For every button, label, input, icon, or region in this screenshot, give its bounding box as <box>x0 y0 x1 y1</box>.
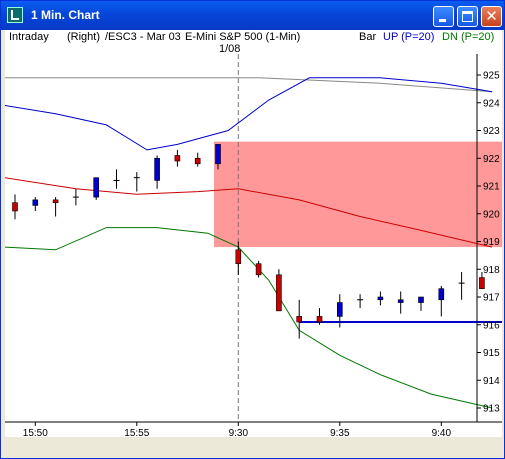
maximize-icon <box>462 11 473 22</box>
bar-body <box>52 199 59 203</box>
price-bar[interactable] <box>418 296 424 311</box>
price-bar[interactable] <box>52 197 59 217</box>
price-tick-label: 916 <box>483 320 500 331</box>
price-bar[interactable] <box>12 194 18 220</box>
price-bar[interactable] <box>458 272 465 300</box>
close-icon: ✕ <box>485 7 498 25</box>
price-tick-label: 918 <box>483 265 500 276</box>
price-bar[interactable] <box>215 144 221 170</box>
bar-body <box>255 263 262 276</box>
price-bar[interactable] <box>154 155 160 189</box>
bar-body <box>438 288 445 301</box>
price-bar[interactable] <box>438 285 445 317</box>
price-bar[interactable] <box>72 188 79 206</box>
bar-body <box>377 296 384 301</box>
price-bar[interactable] <box>336 294 343 328</box>
time-tick-label: 9:40 <box>432 428 452 439</box>
price-plot[interactable]: 925 924 923 922 921 920 919 918 917 916 915 914 913 1… <box>5 30 502 456</box>
bar-body <box>154 157 160 181</box>
price-bar[interactable] <box>255 260 262 278</box>
up-band-label: UP (P=20) <box>383 31 435 43</box>
price-tick-label: 923 <box>483 126 500 137</box>
price-tick-label: 924 <box>483 98 500 109</box>
price-tick-label: 920 <box>483 209 500 220</box>
price-zone <box>213 141 502 248</box>
session-date-label: 1/08 <box>219 43 241 55</box>
price-bar[interactable] <box>276 269 282 312</box>
price-bar[interactable] <box>235 241 242 275</box>
bar-body <box>32 199 39 206</box>
price-tick-label: 919 <box>483 237 500 248</box>
price-bar[interactable] <box>377 291 384 306</box>
bar-body <box>215 144 221 165</box>
price-bar[interactable] <box>397 291 404 314</box>
time-tick-label: 15:50 <box>23 428 48 439</box>
bar-body <box>336 302 343 317</box>
price-bar[interactable] <box>133 172 140 192</box>
status-bar <box>5 437 502 456</box>
price-bar[interactable] <box>93 177 99 200</box>
price-bar[interactable] <box>479 272 485 289</box>
close-button[interactable]: ✕ <box>481 6 502 27</box>
bar-body <box>397 299 404 303</box>
maximize-button[interactable] <box>457 6 478 27</box>
bar-body <box>418 296 424 303</box>
instrument-description: E-Mini S&P 500 (1-Min) <box>185 31 301 43</box>
price-bar[interactable] <box>357 294 364 309</box>
price-bar[interactable] <box>316 308 323 325</box>
window-title: 1 Min. Chart <box>31 8 100 22</box>
bar-body <box>316 316 323 323</box>
price-bar[interactable] <box>113 169 120 189</box>
price-tick-label: 917 <box>483 293 500 304</box>
chart-mode-label: Intraday <box>9 31 49 43</box>
symbol-label: /ESC3 - Mar 03 <box>105 31 181 43</box>
price-tick-label: 922 <box>483 154 500 165</box>
dn-band-label: DN (P=20) <box>442 31 495 43</box>
gray-average-line <box>5 77 493 93</box>
time-tick-label: 9:35 <box>330 428 350 439</box>
lower-band-line <box>5 227 493 409</box>
price-tick-label: 913 <box>483 404 500 415</box>
chart-style-label: Bar <box>359 31 377 43</box>
bar-body <box>174 155 181 162</box>
bar-body <box>194 157 201 165</box>
time-tick-label: 9:30 <box>229 428 249 439</box>
bar-body <box>12 202 18 212</box>
bar-body <box>296 316 303 323</box>
title-bar[interactable]: 1 Min. Chart ✕ <box>1 1 504 30</box>
price-tick-label: 921 <box>483 182 500 193</box>
axis-side-label: (Right) <box>67 31 101 43</box>
chart-area[interactable]: Intraday (Right) /ESC3 - Mar 03 E-Mini S… <box>5 30 502 456</box>
price-tick-label: 925 <box>483 71 500 82</box>
upper-band-line <box>5 77 493 151</box>
bar-body <box>93 177 99 198</box>
bar-body <box>276 274 282 312</box>
minimize-icon <box>439 19 446 22</box>
price-bar[interactable] <box>194 152 201 167</box>
price-bar[interactable] <box>296 299 303 339</box>
bar-body <box>479 277 485 289</box>
time-tick-label: 15:55 <box>124 428 149 439</box>
chart-app-icon[interactable] <box>7 7 23 23</box>
price-tick-label: 915 <box>483 348 500 359</box>
minimize-button[interactable] <box>433 6 454 27</box>
price-bar[interactable] <box>32 197 39 211</box>
bar-body <box>235 249 242 264</box>
price-bar[interactable] <box>174 149 181 167</box>
price-tick-label: 914 <box>483 376 500 387</box>
